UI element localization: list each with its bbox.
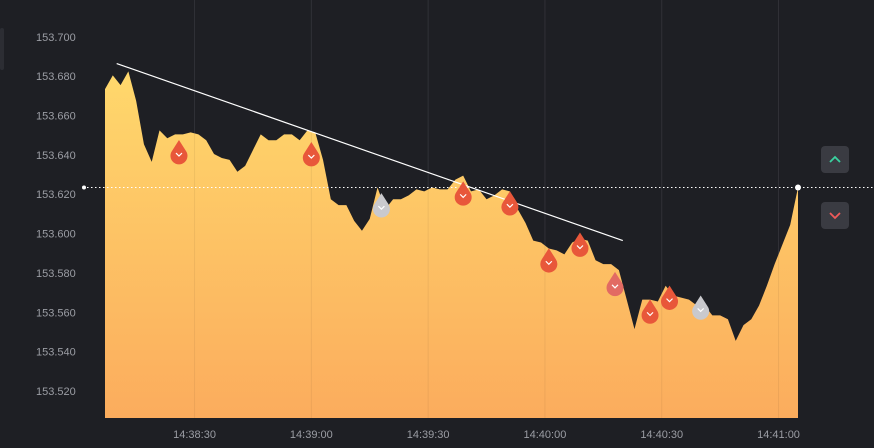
x-tick-label: 14:40:30 xyxy=(640,429,683,441)
call-button[interactable] xyxy=(821,146,849,173)
marker-icon xyxy=(666,298,673,303)
y-tick-label: 153.520 xyxy=(36,386,76,398)
marker-icon xyxy=(307,154,315,159)
y-tick-label: 153.560 xyxy=(36,307,76,319)
y-tick-label: 153.700 xyxy=(36,32,76,44)
current-price-start xyxy=(82,185,86,190)
up-icon xyxy=(829,155,841,163)
marker-icon xyxy=(611,284,619,289)
y-tick-label: 153.580 xyxy=(36,268,76,280)
trend-line xyxy=(116,62,624,242)
down-icon xyxy=(829,212,841,220)
trade-marker xyxy=(540,248,558,273)
side-tab[interactable] xyxy=(0,28,4,70)
plot-area: 153.520 153.540 153.560 153.580 153.600 153.6… xyxy=(36,0,874,441)
y-tick-label: 153.660 xyxy=(36,111,76,123)
price-area xyxy=(105,71,798,419)
y-tick-label: 153.640 xyxy=(36,150,76,162)
y-tick-label: 153.540 xyxy=(36,347,76,359)
marker-icon xyxy=(697,308,705,313)
trade-marker xyxy=(454,181,472,206)
x-tick-label: 14:38:30 xyxy=(173,429,216,441)
y-tick-label: 153.620 xyxy=(36,189,76,201)
put-button-bg[interactable] xyxy=(821,202,849,229)
trade-marker xyxy=(661,285,679,310)
trade-marker xyxy=(571,232,589,257)
marker-icon xyxy=(459,193,467,199)
y-tick-label: 153.600 xyxy=(36,229,76,241)
x-tick-label: 14:40:00 xyxy=(524,429,567,441)
trade-marker xyxy=(606,271,624,297)
marker-icon xyxy=(175,152,183,157)
marker-icon xyxy=(576,245,584,250)
marker-icon xyxy=(377,205,385,211)
marker-icon xyxy=(545,260,553,266)
x-tick-label: 14:41:00 xyxy=(757,429,800,441)
trade-marker xyxy=(302,142,320,167)
marker-icon xyxy=(506,203,514,209)
trade-marker xyxy=(170,140,188,165)
trade-marker xyxy=(641,299,659,324)
y-tick-label: 153.680 xyxy=(36,71,76,83)
current-price-dot xyxy=(795,184,801,191)
x-tick-label: 14:39:30 xyxy=(407,429,450,441)
trade-marker xyxy=(501,191,519,216)
x-tick-label: 14:39:00 xyxy=(290,429,333,441)
trade-marker xyxy=(692,295,710,320)
marker-icon xyxy=(646,311,654,317)
call-button-bg[interactable] xyxy=(821,146,849,173)
put-button[interactable] xyxy=(821,202,849,229)
trade-marker xyxy=(372,193,390,218)
